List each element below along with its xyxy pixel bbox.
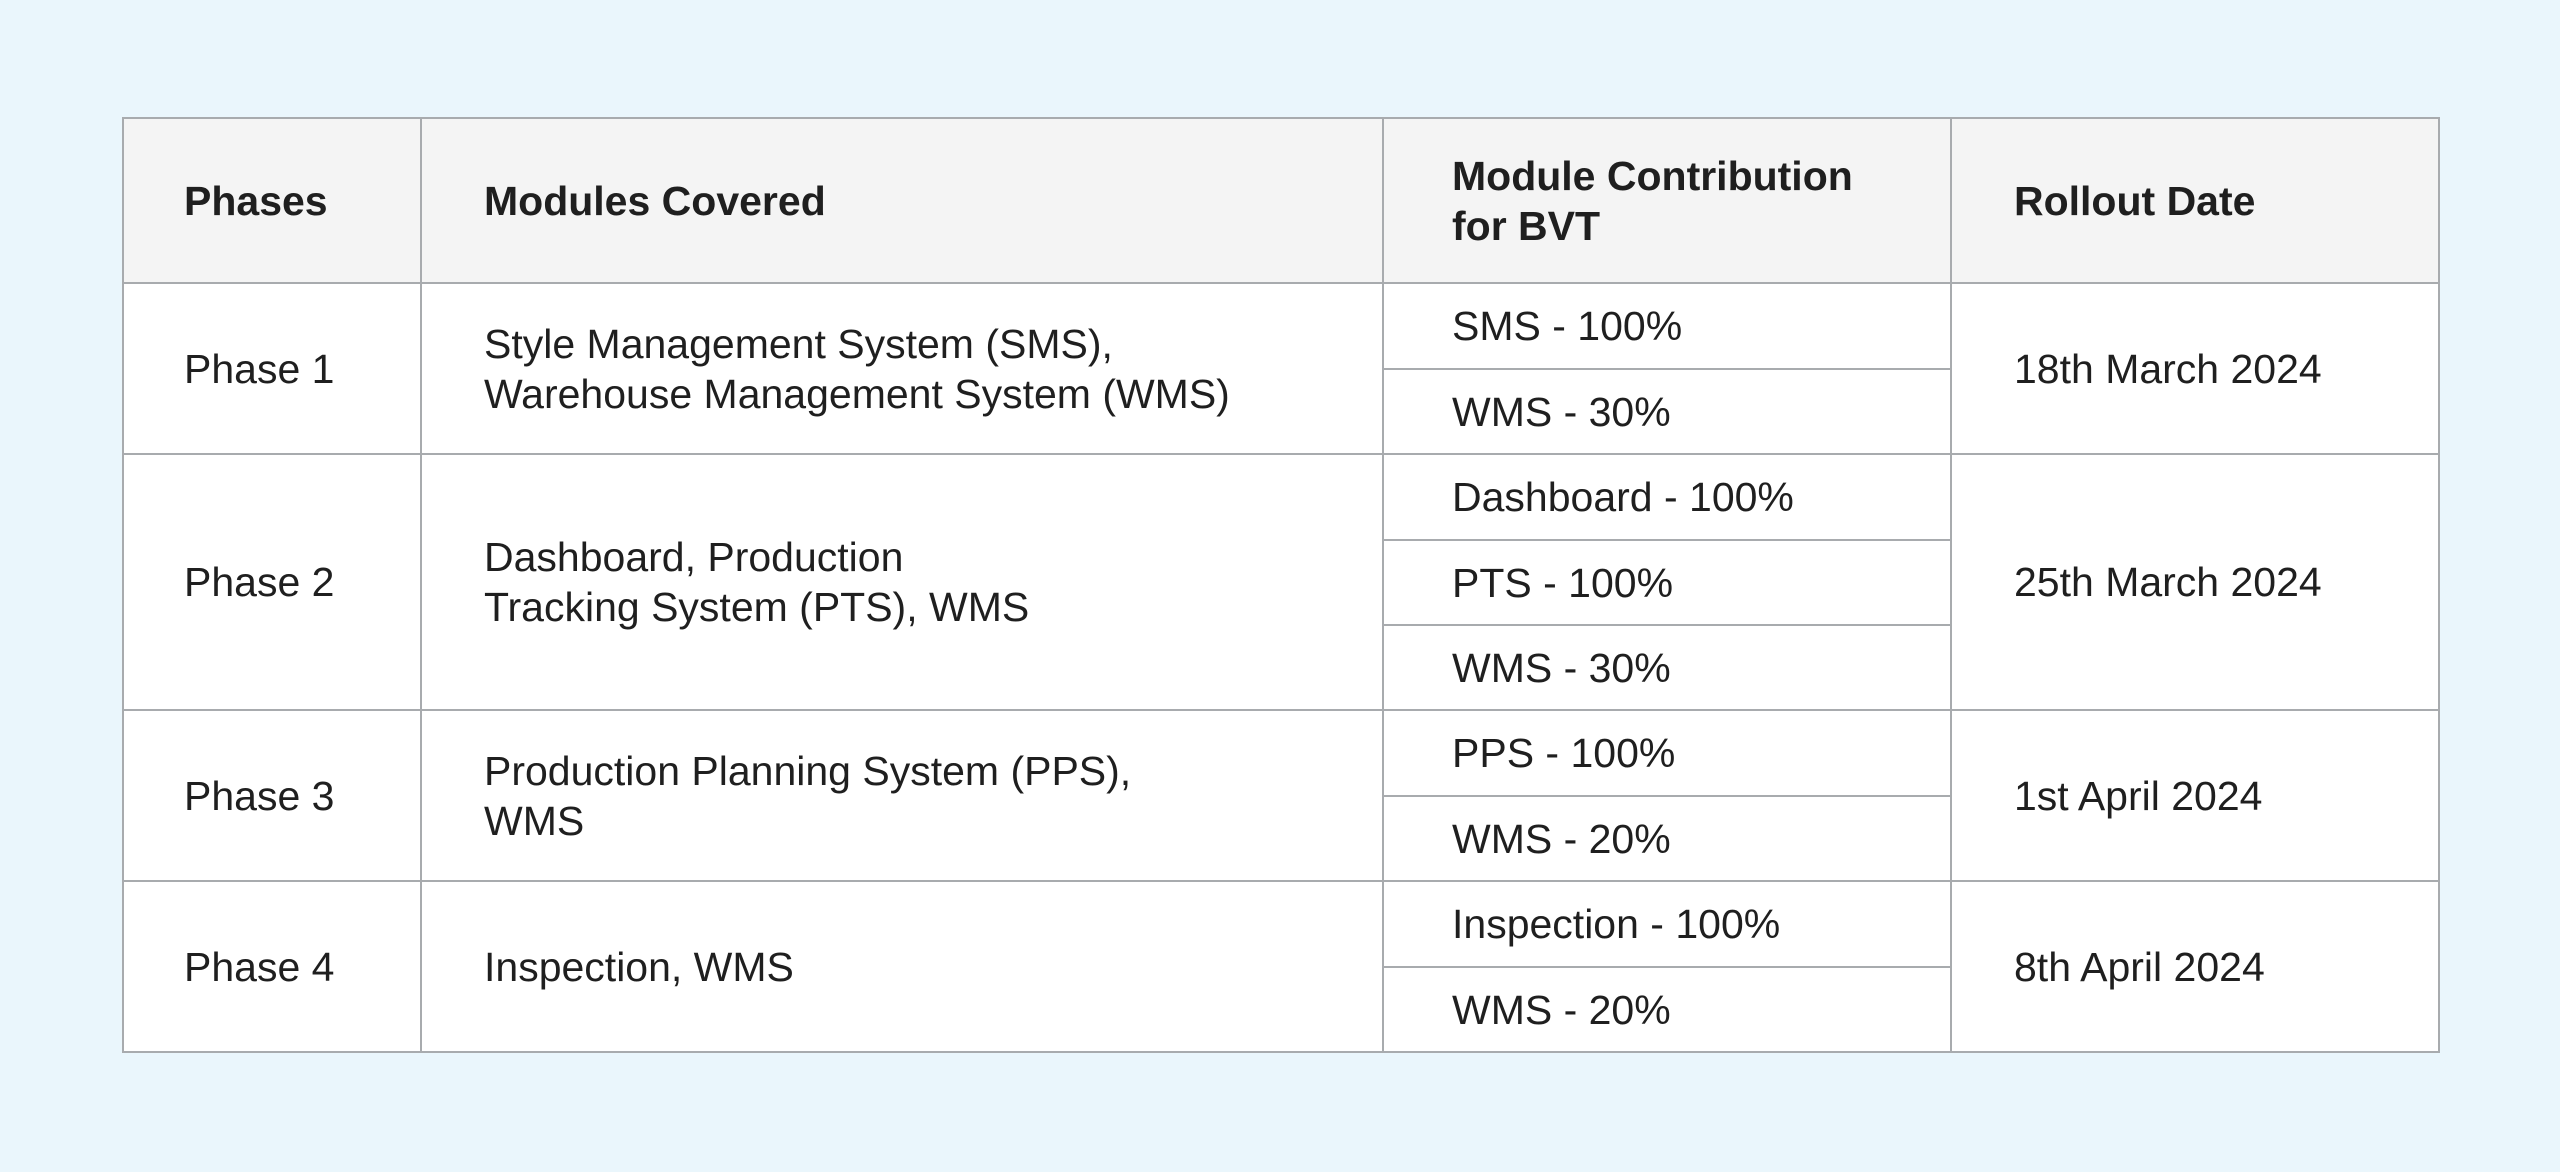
table-row: WMS - 20% xyxy=(123,795,2439,882)
contribution-cell: Dashboard - 100% xyxy=(1382,453,1952,541)
modules-line: Inspection, WMS xyxy=(484,943,794,990)
rollout-date-cell: 18th March 2024 xyxy=(1950,282,2440,455)
header-module-contribution-line2: for BVT xyxy=(1452,202,1601,249)
phase-cell: Phase 4 xyxy=(122,880,422,1053)
table-row: Phase 1 Style Management System (SMS), W… xyxy=(122,282,2440,455)
contribution-cell: PTS - 100% xyxy=(1382,539,1952,626)
header-modules-covered: Modules Covered xyxy=(420,117,1384,284)
modules-line: Dashboard, Production xyxy=(484,534,904,580)
table-header: Phases Modules Covered Module Contributi… xyxy=(122,117,2440,284)
phase-cell: Phase 3 xyxy=(122,709,422,882)
header-module-contribution-line1: Module Contribution xyxy=(1452,152,1853,199)
contribution-cell: WMS - 20% xyxy=(1382,966,1952,1053)
table-row: Phase 4 Inspection, WMS Inspection - 100… xyxy=(122,880,2440,1053)
modules-line: Production Planning System (PPS), xyxy=(484,747,1132,794)
modules-line: Style Management System (SMS), xyxy=(484,320,1113,367)
modules-cell: Style Management System (SMS), Warehouse… xyxy=(420,282,1384,455)
contribution-cell: WMS - 30% xyxy=(1382,368,1952,455)
table-row: WMS - 30% xyxy=(123,624,2439,711)
contribution-cell: WMS - 30% xyxy=(1382,624,1952,711)
header-module-contribution: Module Contribution for BVT xyxy=(1382,117,1952,284)
table-body: Phase 1 Style Management System (SMS), W… xyxy=(122,282,2440,1053)
table-row: Phase 2 Dashboard, Production Tracking S… xyxy=(122,453,2440,711)
contribution-cell: SMS - 100% xyxy=(1382,282,1952,370)
contribution-cell: Inspection - 100% xyxy=(1382,880,1952,968)
rollout-date-cell: 25th March 2024 xyxy=(1950,453,2440,711)
phase-cell: Phase 2 xyxy=(122,453,422,711)
modules-cell: Dashboard, Production Tracking System (P… xyxy=(420,453,1384,711)
modules-cell: Inspection, WMS xyxy=(420,880,1384,1053)
modules-cell: Production Planning System (PPS), WMS xyxy=(420,709,1384,882)
contribution-cell: PPS - 100% xyxy=(1382,709,1952,797)
header-rollout-date: Rollout Date xyxy=(1950,117,2440,284)
header-row: Phases Modules Covered Module Contributi… xyxy=(122,117,2440,284)
rollout-date-cell: 1st April 2024 xyxy=(1950,709,2440,882)
table-row: PTS - 100% xyxy=(123,539,2439,626)
modules-line: WMS xyxy=(484,797,585,844)
contribution-cell: WMS - 20% xyxy=(1382,795,1952,882)
modules-line: Warehouse Management System (WMS) xyxy=(484,370,1230,417)
table-row: WMS - 30% xyxy=(123,368,2439,455)
header-phases: Phases xyxy=(122,117,422,284)
phase-cell: Phase 1 xyxy=(122,282,422,455)
rollout-date-cell: 8th April 2024 xyxy=(1950,880,2440,1053)
table-row: WMS - 20% xyxy=(123,966,2439,1053)
modules-line: Tracking System (PTS), WMS xyxy=(484,584,1030,630)
rollout-phases-table: Phases Modules Covered Module Contributi… xyxy=(122,117,2440,1053)
table-row: Phase 3 Production Planning System (PPS)… xyxy=(122,709,2440,882)
